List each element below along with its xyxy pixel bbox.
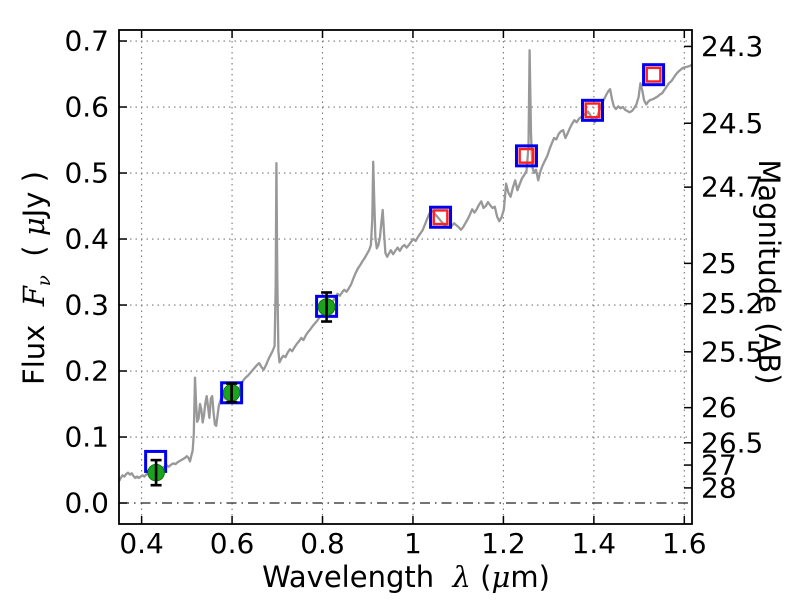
- y-tick-label: 0.6: [64, 91, 109, 124]
- flux-symbol-subscript: ν: [34, 275, 56, 287]
- magnitude-tick-label: 24.7: [701, 171, 763, 204]
- x-axis-label: Wavelength λ (μm): [262, 560, 550, 594]
- y-tick-label: 0.1: [64, 421, 109, 454]
- y-tick-label: 0.0: [64, 487, 109, 520]
- lambda-symbol: λ: [452, 560, 471, 594]
- model-spectrum-line: [119, 49, 692, 482]
- red-square-marker: [584, 102, 601, 119]
- y-tick-label: 0.7: [64, 25, 109, 58]
- magnitude-tick-label: 26: [701, 391, 737, 424]
- magnitude-tick-label: 28: [701, 471, 737, 504]
- x-tick-label: 1.2: [481, 527, 526, 560]
- x-tick-label: 0.6: [210, 527, 255, 560]
- y-tick-label: 0.3: [64, 289, 109, 322]
- red-square-marker: [432, 209, 449, 226]
- blue-square-marker: [581, 98, 605, 122]
- blue-square-marker: [514, 144, 538, 168]
- magnitude-tick-label: 25: [701, 247, 737, 280]
- magnitude-tick-label: 27: [701, 449, 737, 482]
- y-axis-unit-rest: Jy ): [16, 171, 51, 218]
- x-axis-unit-rest: m): [510, 560, 550, 594]
- blue-square-marker: [429, 205, 453, 229]
- right-axis-label: Magnitude (AB): [752, 159, 786, 384]
- magnitude-tick-label: 24.3: [701, 30, 763, 63]
- flux-symbol: F: [16, 286, 51, 307]
- mu-symbol: μ: [491, 560, 511, 594]
- red-square-marker: [518, 147, 535, 164]
- x-axis-unit-open: (: [480, 560, 492, 594]
- y-tick-label: 0.4: [64, 223, 109, 256]
- x-tick-label: 1.6: [662, 527, 707, 560]
- right-axis-label-text: Magnitude (AB): [752, 159, 786, 385]
- mu-symbol-y: μ: [16, 217, 51, 237]
- blue-square-marker: [642, 63, 666, 87]
- magnitude-tick-label: 24.5: [701, 107, 763, 140]
- red-square-marker: [645, 66, 662, 83]
- y-axis-label-text: Flux: [16, 324, 51, 385]
- plot-border: [118, 29, 693, 525]
- x-axis-label-text: Wavelength: [262, 560, 435, 594]
- x-tick-label: 0.8: [300, 527, 345, 560]
- y-tick-label: 0.5: [64, 157, 109, 190]
- y-tick-label: 0.2: [64, 355, 109, 388]
- magnitude-tick-label: 25.5: [701, 335, 763, 368]
- x-tick-label: 0.4: [119, 527, 164, 560]
- y-axis-label: Flux Fν ( μJy ): [17, 171, 55, 385]
- x-tick-label: 1.4: [572, 527, 617, 560]
- magnitude-tick-label: 25.2: [701, 287, 763, 320]
- magnitude-tick-label: 26.5: [701, 426, 763, 459]
- x-tick-label: 1: [404, 527, 422, 560]
- y-axis-unit-open: (: [16, 236, 51, 257]
